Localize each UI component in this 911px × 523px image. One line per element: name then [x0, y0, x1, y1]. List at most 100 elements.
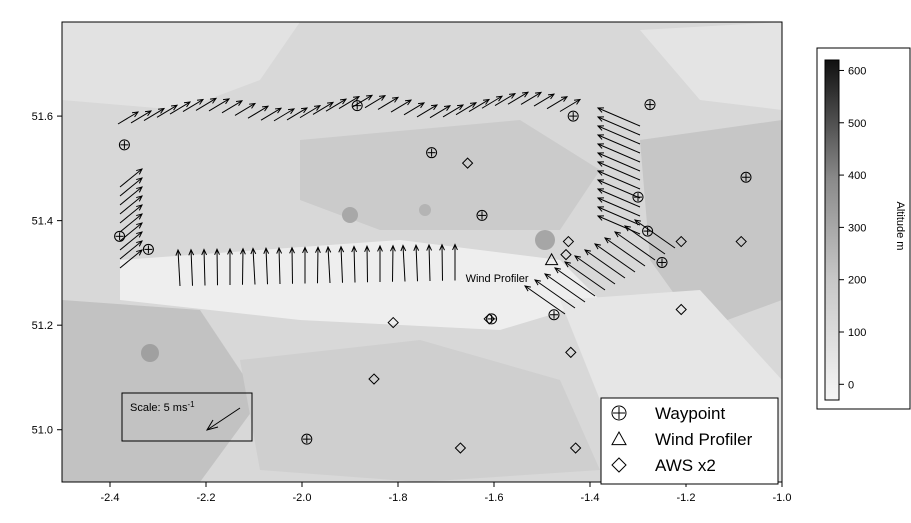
wind-vector	[351, 245, 358, 283]
wind-vector-head	[364, 245, 370, 252]
wind-vector-shaft	[273, 108, 295, 122]
wind-vector-shaft	[429, 105, 451, 119]
wind-vector-head	[276, 246, 283, 254]
wind-vector-head	[131, 111, 140, 118]
y-axis: 51.0 51.2 51.4 51.6	[32, 111, 62, 437]
wind-vector	[364, 95, 387, 109]
wind-vector-shaft	[594, 243, 636, 273]
wind-vector-head	[351, 245, 358, 253]
wind-vector	[119, 177, 143, 197]
wind-vector-shaft	[312, 101, 334, 115]
wind-vector-shaft	[390, 99, 412, 113]
wind-vector-shaft	[597, 143, 641, 163]
wind-vector-head	[596, 170, 605, 176]
y-tick-label: 51.0	[32, 425, 53, 437]
wind-vector-head	[596, 188, 605, 194]
waypoint-circle	[114, 230, 126, 242]
wind-vector-shaft	[416, 104, 438, 118]
wind-vector-head	[495, 95, 504, 102]
wind-vector-head	[596, 179, 605, 185]
wind-vector-shaft	[119, 249, 143, 269]
colorbar-tick-label: 300	[848, 222, 866, 234]
wind-vector-head	[170, 104, 179, 111]
wind-vector-shaft	[468, 99, 490, 112]
wind-vector-head	[596, 107, 605, 113]
wind-vector-head	[523, 285, 531, 292]
wind-vector-shaft	[534, 279, 576, 309]
wind-vector-head	[248, 102, 257, 109]
wind-vector-head	[426, 243, 433, 251]
x-tick-label: -2.0	[293, 492, 312, 504]
scale-label: Scale: 5 ms-1	[130, 400, 195, 414]
waypoint-marker	[301, 433, 313, 445]
wind-vector	[377, 244, 383, 282]
waypoint-circle	[351, 100, 363, 112]
wind-vector	[175, 248, 182, 287]
wind-vector-shaft	[415, 245, 418, 282]
waypoint-marker	[644, 99, 656, 111]
wind-vector	[119, 249, 143, 269]
wind-vector	[523, 285, 566, 315]
wind-vector	[119, 231, 143, 251]
waypoint-marker	[118, 139, 130, 151]
waypoint-circle	[740, 171, 752, 183]
waypoint-marker	[567, 110, 579, 122]
wind-vector-head	[289, 246, 295, 254]
wind-vector	[546, 96, 569, 110]
legend-symbol	[611, 430, 627, 446]
wind-vector-head	[136, 222, 143, 229]
wind-vector	[596, 143, 641, 163]
wind-vector	[596, 197, 641, 217]
waypoint-circle	[611, 405, 627, 421]
wind-vector-shaft	[520, 92, 542, 105]
wind-vector-head	[583, 249, 591, 256]
waypoint-circle	[118, 139, 130, 151]
wind-vector-head	[250, 247, 257, 255]
wind-vector-shaft	[597, 116, 641, 136]
wind-vector-head	[596, 143, 605, 149]
wind-vector-head	[596, 161, 605, 167]
wind-vector	[613, 231, 656, 261]
wind-vector-shaft	[119, 222, 143, 242]
colorbar-tick-label: 500	[848, 118, 866, 130]
wind-vector-shaft	[338, 96, 360, 110]
wind-vector-head	[365, 94, 374, 101]
wind-vector-head	[235, 100, 244, 106]
scale-arrow-head	[205, 419, 219, 431]
aws-marker	[675, 303, 687, 316]
wind-vector-head	[287, 108, 296, 115]
wind-vector-shaft	[403, 102, 425, 116]
wind-vector-shaft	[584, 249, 626, 279]
wind-vector-shaft	[169, 101, 191, 115]
wind-vector	[439, 243, 445, 281]
wind-vector-head	[136, 204, 143, 211]
wind-vector	[596, 125, 641, 145]
wind-vector-head	[325, 245, 332, 253]
wind-vector-shaft	[265, 248, 268, 285]
plot-frame	[61, 21, 783, 483]
wind-vector	[583, 249, 626, 279]
wind-vector-head	[573, 255, 581, 262]
wind-vector-head	[136, 168, 143, 175]
aws-marker	[368, 373, 380, 385]
wind-vector	[452, 243, 458, 281]
legend-symbol	[611, 405, 627, 421]
wind-vector	[201, 248, 208, 286]
wind-vector	[494, 92, 517, 107]
wind-vector-shaft	[177, 249, 181, 287]
wind-vector-shaft	[546, 96, 568, 110]
wind-vector-head	[136, 177, 143, 184]
wind-vector-head	[469, 102, 478, 108]
wind-vector-shaft	[119, 231, 143, 251]
wind-vector-head	[326, 101, 335, 108]
wind-vector-head	[315, 246, 321, 253]
waypoint-marker	[548, 309, 560, 321]
x-tick-label: -1.0	[773, 492, 792, 504]
wind-vector-head	[339, 98, 348, 105]
waypoint-marker	[632, 191, 644, 203]
aws-marker	[483, 313, 495, 325]
wind-vector-shaft	[117, 111, 139, 125]
wind-vector-head	[633, 219, 641, 226]
wind-vector	[507, 91, 530, 105]
wind-vector-head	[136, 186, 143, 193]
